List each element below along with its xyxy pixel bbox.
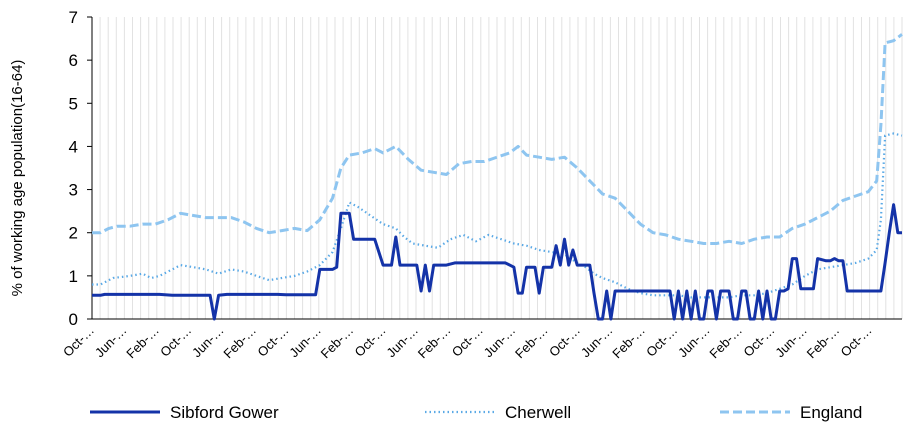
x-tick-labels: Oct-…Jun-…Feb-…Oct-…Jun-…Feb-…Oct-…Jun-…… [60,323,875,362]
legend-label: Cherwell [505,403,571,422]
x-tick-label: Jun-… [189,323,227,361]
x-tick-label: Feb-… [318,323,357,362]
series-lines [92,33,903,321]
y-tick-label: 2 [69,224,78,243]
series-line-england [92,33,903,245]
x-tick-label: Jun-… [578,323,616,361]
x-tick-label: Jun-… [675,323,713,361]
x-tick-label: Feb-… [804,323,843,362]
x-tick-label: Feb-… [415,323,454,362]
x-tick-label: Oct-… [643,323,680,360]
legend-label: Sibford Gower [170,403,279,422]
x-tick-label: Jun-… [481,323,519,361]
y-tick-label: 5 [69,94,78,113]
x-tick-label: Jun-… [286,323,324,361]
legend-label: England [800,403,862,422]
x-tick-label: Feb-… [706,323,745,362]
legend: Sibford Gower Cherwell England [90,403,862,422]
x-tick-label: Jun-… [772,323,810,361]
x-tick-label: Feb-… [123,323,162,362]
x-tick-label: Jun-… [92,323,130,361]
y-tick-label: 3 [69,181,78,200]
y-tick-labels: 0 1 2 3 4 5 6 7 [69,8,78,329]
axes [87,16,902,320]
y-tick-label: 7 [69,8,78,27]
x-tick-label: Oct-… [157,323,194,360]
x-tick-label: Oct-… [546,323,583,360]
x-tick-label: Oct-… [254,323,291,360]
x-tick-label: Oct-… [449,323,486,360]
y-tick-label: 4 [69,137,78,156]
series-line-cherwell [92,132,903,299]
x-tick-label: Oct-… [60,323,97,360]
y-axis-label: % of working age population(16-64) [9,60,26,297]
vertical-grid [99,17,903,319]
x-tick-label: Feb-… [512,323,551,362]
x-tick-label: Oct-… [352,323,389,360]
x-tick-label: Oct-… [740,323,777,360]
series-line-sibford-gower [92,203,902,321]
x-tick-label: Oct-… [838,323,875,360]
x-tick-label: Feb-… [609,323,648,362]
y-tick-label: 1 [69,267,78,286]
x-tick-label: Feb-… [220,323,259,362]
y-tick-label: 6 [69,51,78,70]
x-tick-label: Jun-… [383,323,421,361]
y-tick-label: 0 [69,310,78,329]
